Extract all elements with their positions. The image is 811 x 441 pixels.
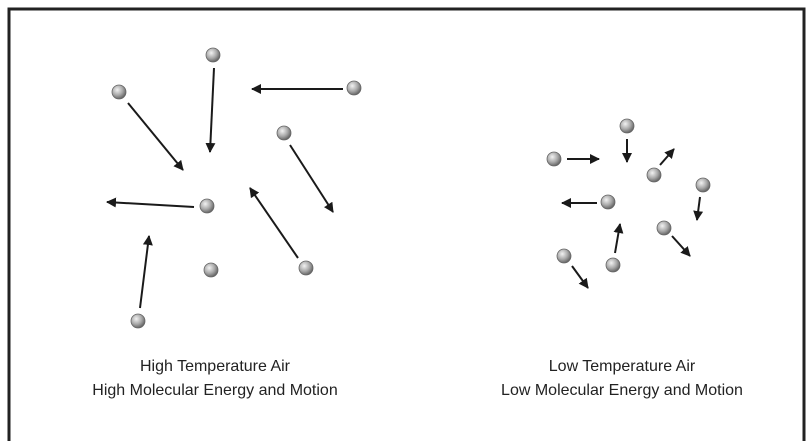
- molecule: [600, 194, 616, 210]
- frame: [7, 7, 806, 441]
- molecule: [656, 220, 672, 236]
- molecule: [205, 47, 221, 63]
- arrow: [127, 102, 184, 171]
- high-temperature-group: [106, 47, 362, 329]
- molecule: [695, 177, 711, 193]
- molecule: [646, 167, 662, 183]
- arrow: [249, 187, 299, 259]
- caption-line: High Temperature Air: [140, 358, 291, 375]
- caption-line: Low Molecular Energy and Motion: [501, 382, 743, 399]
- molecule: [346, 80, 362, 96]
- arrow: [613, 223, 624, 254]
- molecule: [619, 118, 635, 134]
- caption-line: High Molecular Energy and Motion: [92, 382, 337, 399]
- molecule: [556, 248, 572, 264]
- molecule: [546, 151, 562, 167]
- arrow: [693, 196, 704, 221]
- molecule: [298, 260, 314, 276]
- molecule: [605, 257, 621, 273]
- caption-line: Low Temperature Air: [549, 358, 696, 375]
- molecule: [276, 125, 292, 141]
- molecule: [130, 313, 146, 329]
- arrow: [139, 235, 153, 309]
- molecule: [111, 84, 127, 100]
- arrow: [289, 144, 334, 213]
- molecule: [203, 262, 219, 278]
- arrow: [659, 148, 675, 166]
- molecule: [199, 198, 215, 214]
- arrow: [671, 235, 691, 257]
- arrow: [205, 67, 216, 153]
- arrow: [571, 265, 589, 289]
- low-temperature-group: [546, 118, 711, 289]
- arrow: [106, 197, 195, 208]
